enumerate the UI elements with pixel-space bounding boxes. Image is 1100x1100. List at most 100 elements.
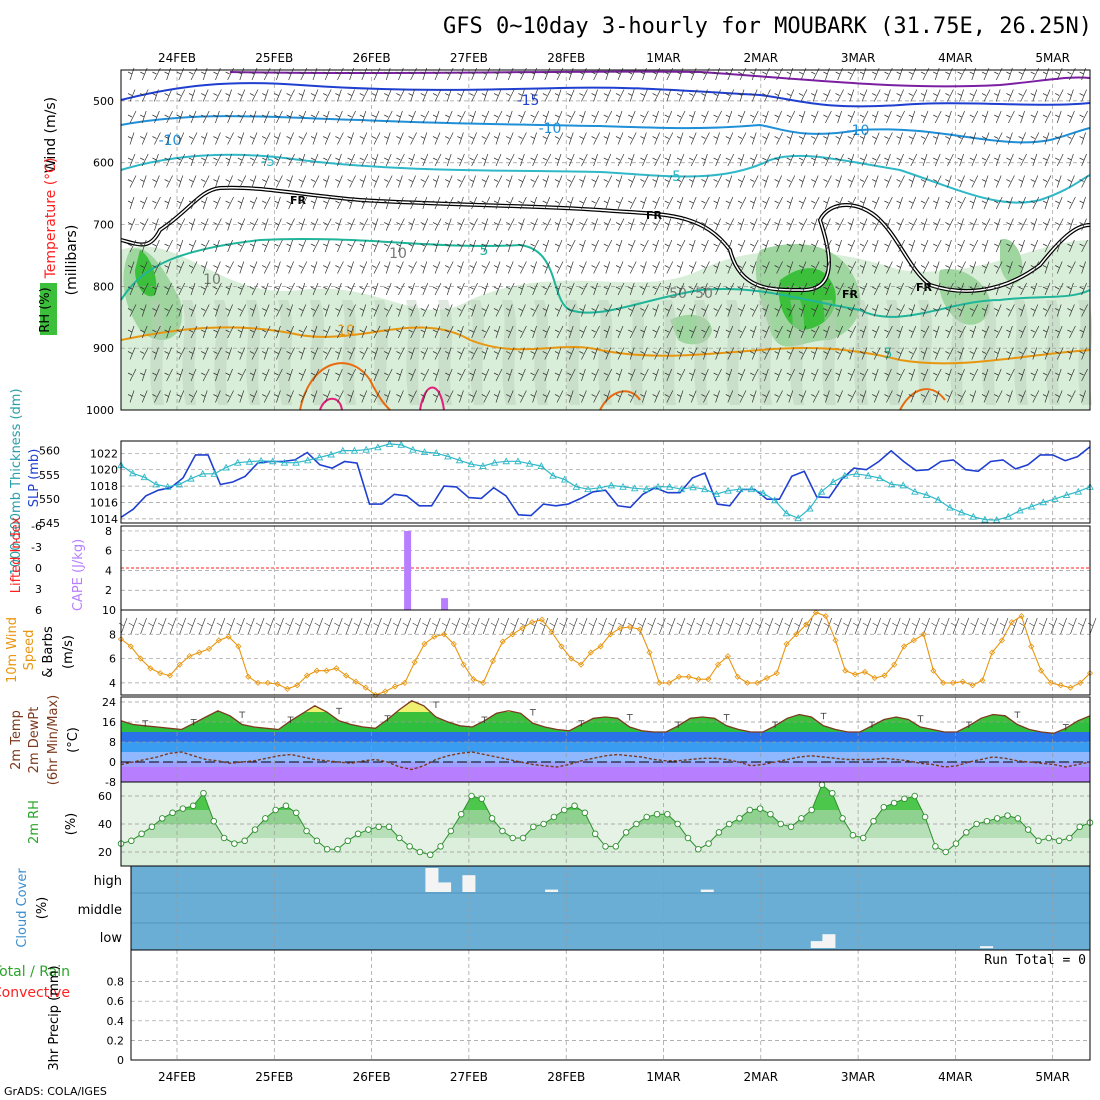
upper-wind-barb [762,89,771,102]
surface-wind-barb [735,617,744,635]
upper-wind-barb [518,175,526,188]
surface-wind-barb [236,617,245,635]
upper-wind-barb [701,175,709,188]
upper-wind-barb [457,89,465,102]
wind-axis-label-2: Speed [22,630,37,671]
upper-wind-barb [298,368,307,382]
temp-max-marker [287,716,294,723]
upper-wind-barb [274,239,283,253]
upper-wind-barb [750,368,759,382]
upper-wind-barb [835,196,843,210]
thickness-marker [630,484,639,492]
rh-marker [200,789,207,797]
upper-wind-barb [737,89,745,102]
rh-marker [973,820,980,828]
thickness-line [120,443,1091,521]
upper-wind-barb [249,368,257,382]
surface-wind-barb [823,617,833,635]
upper-wind-barb [298,153,306,167]
upper-wind-barb [457,282,465,296]
wind-speed-marker [323,667,330,674]
upper-wind-barb [859,110,869,124]
upper-wind-barb [591,368,599,382]
temp-max-marker [529,709,536,716]
wind-speed-marker [313,667,320,674]
upper-wind-barb [579,218,588,231]
thickness-marker [560,475,569,483]
upper-wind-barb [140,261,148,274]
upper-wind-barb [188,239,197,253]
upper-wind-barb [896,347,904,360]
wind-speed-marker [675,673,682,680]
thickness-marker [245,457,254,465]
upper-wind-barb [432,218,442,231]
upper-wind-barb [542,347,552,360]
wind-speed-marker [1018,613,1025,620]
upper-wind-barb [750,110,759,124]
upper-wind-barb [420,218,429,231]
upper-wind-barb [1055,390,1063,403]
run-total-annotation: Run Total = 0 [984,953,1086,968]
upper-wind-barb [237,132,245,145]
wind-speed-marker [754,679,761,686]
upper-wind-barb [567,239,576,253]
upper-wind-barb [176,153,186,167]
upper-wind-barb [798,347,808,360]
upper-wind-barb [298,89,306,102]
upper-wind-barb [323,239,330,253]
upper-wind-barb [823,261,830,274]
wind-speed-marker [401,679,408,686]
upper-wind-barb [762,153,771,167]
bottom-date-label: 25FEB [255,1070,293,1084]
surface-wind-barb [343,617,353,635]
upper-wind-barb [530,196,537,210]
panel-frame [120,609,1091,696]
upper-wind-barb [1067,239,1075,253]
upper-wind-barb [140,282,149,296]
rh-marker [993,815,1001,822]
upper-wind-barb [640,368,649,382]
upper-wind-barb [628,110,636,124]
upper-wind-barb [725,304,733,317]
rh-streak [1046,300,1061,405]
upper-wind-barb [1006,175,1015,188]
upper-wind-barb [859,218,868,231]
upper-wind-barb [530,218,538,231]
wind-speed-marker [734,673,741,680]
upper-wind-barb [737,347,745,360]
upper-wind-barb [750,239,759,253]
surface-wind-barb [686,617,696,635]
upper-wind-barb [262,390,271,403]
upper-wind-barb [469,110,476,124]
wind-speed-marker [989,649,996,656]
upper-wind-barb [615,304,623,317]
upper-wind-barb [835,325,843,339]
upper-wind-barb [1006,304,1015,317]
wind-speed-marker [685,673,692,680]
upper-wind-barb [701,347,708,360]
upper-wind-barb [872,196,880,210]
upper-wind-barb [310,89,319,102]
upper-wind-barb [323,110,330,124]
surface-wind-barb [862,617,872,635]
upper-wind-barb [152,153,159,167]
wind-speed-marker [1028,643,1035,650]
upper-wind-barb [713,261,720,274]
upper-wind-barb [384,218,392,231]
upper-wind-barb [396,89,405,102]
temp-max-marker [965,721,972,728]
upper-wind-barb [1030,282,1038,296]
upper-wind-barb [567,390,574,403]
upper-wind-barb [774,390,783,403]
upper-wind-barb [762,390,770,403]
rh-marker [148,823,156,831]
rh-marker [189,802,197,810]
upper-wind-barb [603,390,611,403]
upper-wind-barb [1030,153,1038,167]
upper-wind-barb [957,218,964,231]
upper-wind-barb [1030,239,1039,253]
thickness-marker [1074,487,1083,495]
contour-label: -10 [847,123,870,139]
